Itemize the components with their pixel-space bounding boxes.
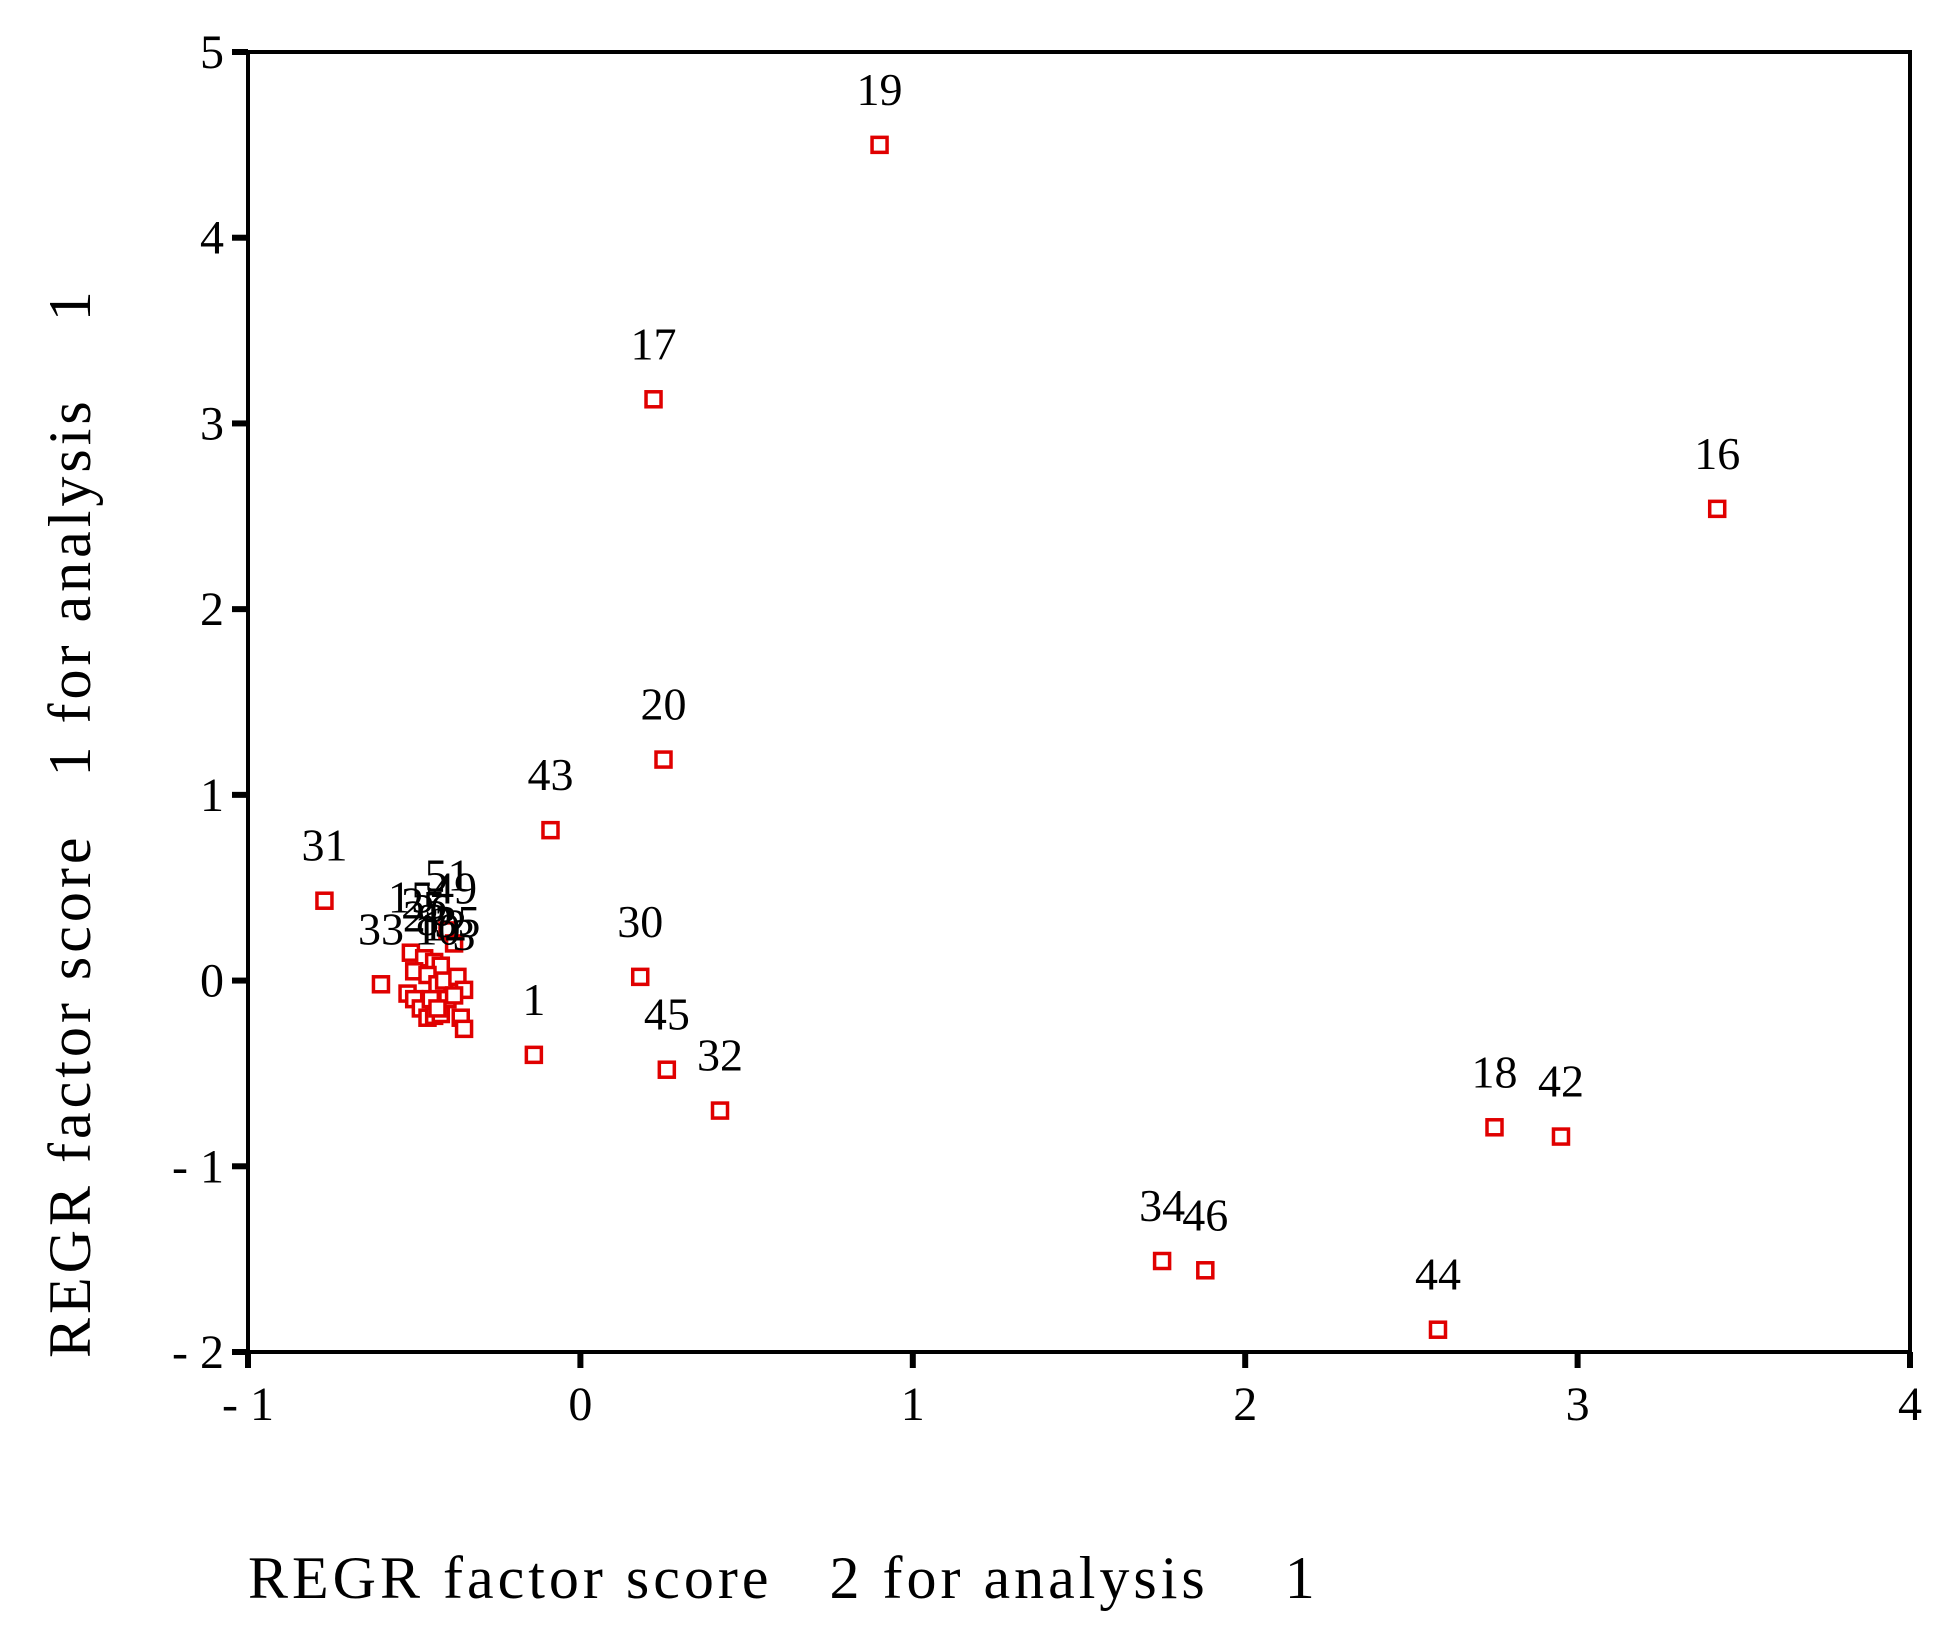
y-tick-label: 5 bbox=[200, 26, 224, 79]
data-point-label: 17 bbox=[631, 318, 677, 369]
plot-frame bbox=[246, 50, 1912, 1354]
data-point bbox=[428, 999, 447, 1018]
data-point-label: 45 bbox=[644, 989, 690, 1040]
data-point-label: 5 bbox=[423, 881, 446, 932]
data-point-label: 46 bbox=[1182, 1189, 1228, 1240]
data-point bbox=[644, 390, 663, 409]
data-point bbox=[710, 1101, 730, 1120]
data-point-label: 16 bbox=[1694, 428, 1740, 479]
data-point-label: 49 bbox=[431, 862, 477, 913]
y-tick-label: - 1 bbox=[172, 1140, 224, 1193]
data-point-label: 32 bbox=[697, 1030, 743, 1081]
x-tick-label: 1 bbox=[901, 1378, 925, 1431]
x-tick-label: 3 bbox=[1566, 1378, 1590, 1431]
data-point-label: 1 bbox=[522, 974, 545, 1025]
data-point bbox=[1707, 499, 1727, 519]
x-axis-title: REGR factor score 2 for analysis 1 bbox=[248, 1545, 1319, 1611]
data-point bbox=[1428, 1320, 1448, 1339]
data-point bbox=[454, 1019, 474, 1039]
data-point-label: 44 bbox=[1415, 1249, 1461, 1300]
data-point-label: 51 bbox=[424, 849, 470, 900]
data-point-label: 35 bbox=[434, 896, 480, 947]
data-point-label: 19 bbox=[857, 64, 903, 115]
data-point-label: 25 bbox=[401, 877, 447, 928]
data-point-label: 33 bbox=[358, 903, 404, 954]
x-tick-label: 2 bbox=[1233, 1378, 1257, 1431]
data-point bbox=[870, 135, 889, 155]
data-point-label: 43 bbox=[527, 749, 573, 800]
x-tick-label: - 1 bbox=[222, 1378, 274, 1431]
data-point-label: 15 bbox=[388, 872, 434, 923]
data-point-label: 42 bbox=[1538, 1056, 1584, 1107]
x-tick-label: 0 bbox=[568, 1378, 592, 1431]
data-point bbox=[444, 934, 464, 953]
y-tick-label: 4 bbox=[200, 212, 224, 265]
data-point bbox=[444, 986, 464, 1005]
data-point bbox=[1485, 1118, 1504, 1137]
data-point bbox=[541, 820, 560, 840]
data-markers bbox=[315, 135, 1727, 1339]
data-point-label: 10 bbox=[414, 903, 460, 954]
data-point-label: 2 bbox=[403, 890, 426, 941]
data-point bbox=[630, 967, 650, 987]
y-tick-label: - 2 bbox=[172, 1326, 224, 1379]
data-point bbox=[654, 750, 673, 769]
y-tick-label: 2 bbox=[200, 583, 224, 636]
data-point-label: 18 bbox=[1472, 1046, 1518, 1097]
data-point-label: 8 bbox=[416, 894, 439, 945]
data-point-label: 6 bbox=[429, 885, 452, 936]
data-point-label: 12 bbox=[421, 900, 467, 951]
data-point bbox=[371, 975, 391, 994]
data-point-label: 30 bbox=[617, 896, 663, 947]
x-tick-label: 4 bbox=[1898, 1378, 1922, 1431]
y-tick-label: 1 bbox=[200, 769, 224, 822]
data-point-label: 34 bbox=[1139, 1180, 1185, 1231]
y-tick-label: 0 bbox=[200, 955, 224, 1008]
data-point bbox=[657, 1060, 677, 1079]
y-tick-label: 3 bbox=[200, 397, 224, 450]
data-point bbox=[524, 1045, 544, 1065]
data-point bbox=[1196, 1261, 1215, 1280]
data-point-label: 3 bbox=[453, 909, 476, 960]
y-axis-title: REGR factor score 1 for analysis 1 bbox=[37, 287, 103, 1358]
data-point bbox=[315, 891, 334, 910]
data-point bbox=[1551, 1127, 1571, 1146]
data-point bbox=[1152, 1251, 1172, 1271]
data-point-label: 20 bbox=[641, 679, 687, 730]
data-point-label: 31 bbox=[301, 820, 347, 871]
